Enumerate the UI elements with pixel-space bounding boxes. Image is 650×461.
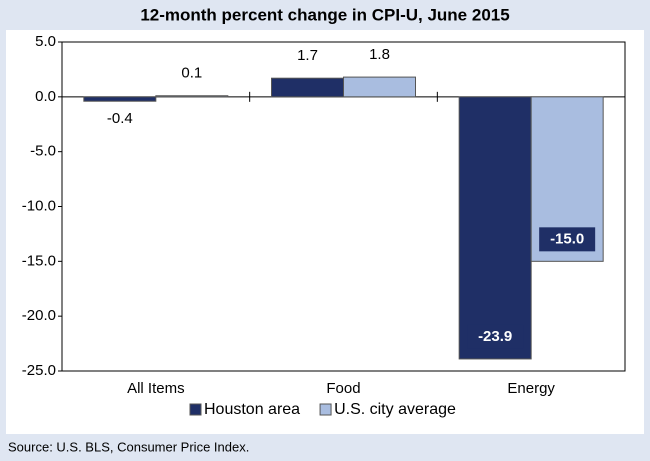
- y-tick-label: 5.0: [35, 33, 56, 50]
- y-tick-label: -25.0: [22, 362, 56, 379]
- data-label: 1.7: [297, 47, 318, 64]
- legend-label: Houston area: [204, 401, 300, 418]
- data-label: -0.4: [107, 110, 133, 127]
- bar: [155, 95, 229, 98]
- data-label: 1.8: [369, 46, 390, 63]
- data-label-box: [467, 324, 524, 349]
- bar: [271, 77, 344, 98]
- legend-swatch: [319, 403, 332, 416]
- data-label: 0.1: [181, 65, 202, 82]
- bar: [83, 96, 157, 102]
- data-label: -15.0: [550, 230, 584, 247]
- y-tick-label: -5.0: [30, 143, 56, 160]
- x-tick-label: All Items: [127, 380, 185, 397]
- y-tick-label: 0.0: [35, 88, 56, 105]
- legend-label: U.S. city average: [334, 401, 456, 418]
- bar: [458, 96, 532, 360]
- chart-title: 12-month percent change in CPI-U, June 2…: [140, 5, 509, 24]
- bar: [343, 76, 416, 98]
- data-label-box: [539, 227, 596, 252]
- data-label: -23.9: [478, 328, 512, 345]
- source-note: Source: U.S. BLS, Consumer Price Index.: [8, 439, 249, 454]
- y-tick-label: -10.0: [22, 197, 56, 214]
- x-tick-label: Food: [326, 380, 360, 397]
- x-tick-label: Energy: [507, 380, 555, 397]
- y-tick-label: -20.0: [22, 307, 56, 324]
- legend-swatch: [189, 403, 202, 416]
- y-tick-label: -15.0: [22, 252, 56, 269]
